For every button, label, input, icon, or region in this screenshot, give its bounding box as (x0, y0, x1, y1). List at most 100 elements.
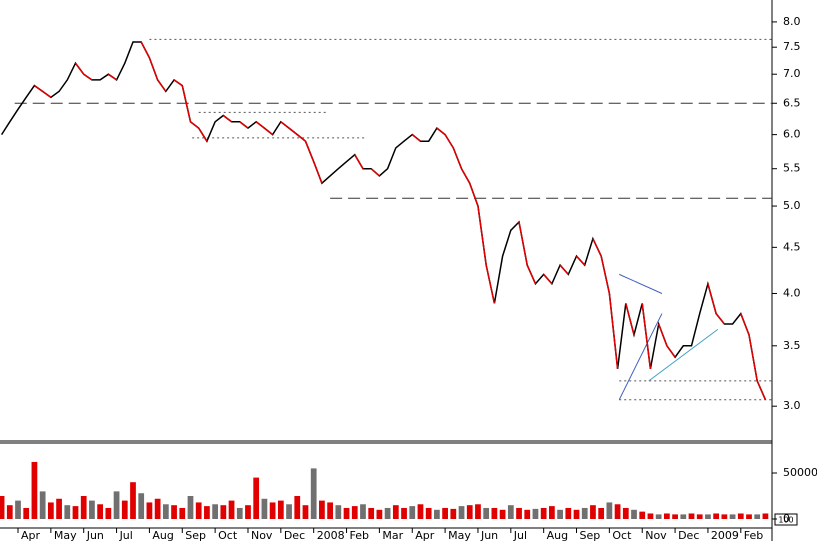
price-down-segment (42, 90, 52, 98)
volume-bar (253, 477, 260, 519)
price-down-segment (748, 334, 758, 382)
volume-bar (64, 505, 71, 519)
volume-bar (450, 508, 457, 519)
volume-bar (516, 507, 522, 519)
x-tick-label: Apr (21, 529, 41, 541)
volume-bar (762, 513, 769, 519)
volume-bar (565, 507, 572, 519)
price-down-segment (485, 264, 496, 304)
trend-line (619, 273, 663, 294)
volume-bar (573, 509, 580, 519)
volume-bar (286, 504, 292, 519)
price-down-segment (592, 238, 602, 257)
price-down-segment (107, 73, 117, 81)
price-down-segment (477, 205, 487, 266)
volume-bar (138, 493, 145, 519)
volume-bar (294, 495, 301, 519)
price-down-segment (666, 345, 676, 358)
volume-bar (491, 507, 498, 519)
price-down-segment (263, 127, 274, 136)
price-down-segment (625, 303, 635, 335)
volume-bar (705, 514, 711, 519)
x-tick-label: Sep (580, 529, 601, 541)
volume-bar (335, 505, 342, 519)
volume-bar (351, 506, 358, 519)
volume-bar (146, 502, 153, 519)
price-down-segment (83, 73, 93, 81)
volume-bar (524, 509, 531, 519)
volume-bar (179, 507, 186, 519)
x-tick-label: Jun (480, 529, 498, 541)
volume-bar (261, 498, 268, 519)
price-down-segment (740, 313, 750, 336)
x-tick-label: Feb (350, 529, 369, 541)
x-tick-label: Nov (645, 529, 667, 541)
volume-bar (639, 511, 646, 519)
y-tick-label: 6.5 (783, 96, 801, 109)
volume-bar (655, 514, 662, 519)
volume-bar (368, 507, 375, 519)
x-tick-label: Feb (744, 529, 763, 541)
volume-bar (343, 507, 350, 519)
price-down-segment (543, 273, 553, 285)
x-tick-label: Sep (185, 529, 206, 541)
volume-bar (754, 514, 761, 519)
volume-bar (236, 507, 243, 519)
price-down-segment (518, 221, 528, 266)
price-down-segment (148, 57, 159, 81)
volume-bar (56, 498, 62, 519)
y-tick-label: 4.0 (783, 286, 801, 299)
volume-bar (97, 504, 104, 519)
volume-bar (672, 514, 678, 519)
volume-bar (425, 507, 432, 519)
volume-bar (746, 514, 752, 519)
volume-bar (680, 514, 687, 519)
volume-bar (39, 491, 46, 519)
price-down-segment (370, 168, 380, 177)
scale-note: 100 (778, 516, 793, 525)
volume-bar (647, 513, 654, 519)
price-down-segment (181, 85, 192, 122)
y-tick-label: 5.5 (783, 162, 801, 175)
volume-bar (277, 500, 284, 519)
x-tick-label: 2008 (317, 529, 345, 541)
volume-bar (401, 507, 407, 519)
volume-bar (434, 509, 440, 519)
x-tick-label: May (54, 529, 77, 541)
x-tick-label: Aug (152, 529, 173, 541)
volume-bar (228, 500, 235, 519)
price-down-segment (452, 147, 463, 169)
x-tick-label: Aug (547, 529, 568, 541)
price-down-segment (140, 41, 151, 59)
volume-bar (23, 507, 30, 519)
x-tick-label: 2009 (711, 529, 739, 541)
x-tick-label: Dec (284, 529, 305, 541)
volume-bar (162, 504, 169, 519)
volume-bar (614, 504, 621, 519)
volume-bar (713, 513, 720, 519)
volume-bar (475, 504, 481, 519)
price-down-segment (460, 168, 471, 184)
volume-bar (47, 502, 54, 519)
price-down-segment (715, 313, 725, 325)
price-down-segment (575, 255, 586, 266)
volume-bar (245, 505, 251, 519)
volume-bar (0, 495, 5, 519)
volume-bar (154, 498, 161, 519)
price-down-segment (222, 114, 233, 123)
price-down-segment (436, 127, 446, 136)
volume-bar (590, 505, 596, 519)
price-down-segment (444, 134, 454, 149)
trend-line (648, 328, 719, 382)
x-tick-label: Oct (612, 529, 632, 541)
volume-bar (80, 495, 87, 519)
x-tick-label: Jul (513, 529, 527, 541)
x-tick-label: May (448, 529, 471, 541)
price-line (0, 41, 767, 400)
price-down-segment (190, 121, 200, 129)
price-down-segment (255, 121, 265, 129)
x-tick-label: Jun (86, 529, 104, 541)
volume-bar (549, 506, 555, 519)
y-tick-label: 5.0 (783, 199, 801, 212)
